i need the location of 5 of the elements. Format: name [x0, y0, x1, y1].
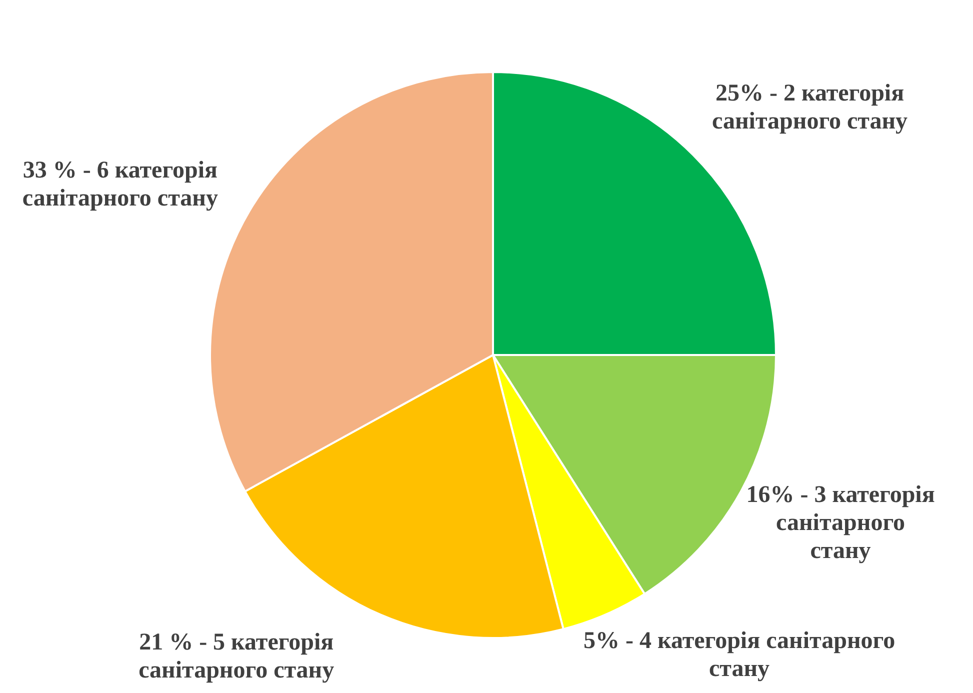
slice-label: 16% - 3 категорія санітарного стану — [746, 482, 935, 564]
slice-label: 25% - 2 категорія санітарного стану — [712, 80, 908, 135]
slice-label: 33 % - 6 категорія санітарного стану — [22, 157, 218, 212]
slice-label: 5% - 4 категорія санітарного стану — [583, 628, 896, 682]
slice-label: 21 % - 5 категорія санітарного стану — [138, 630, 334, 684]
